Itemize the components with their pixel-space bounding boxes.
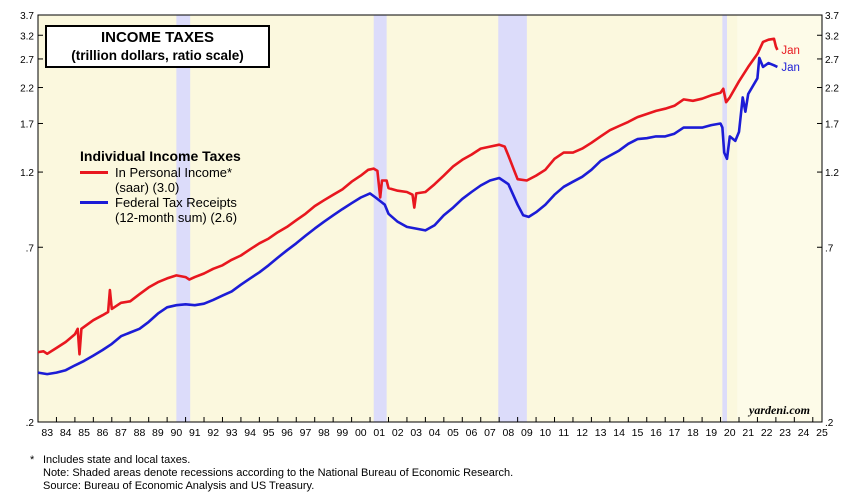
x-tick-label: 91	[189, 427, 201, 439]
x-tick-label: 01	[373, 427, 385, 439]
y-tick-label-left: 2.2	[20, 84, 34, 95]
plot-background	[38, 15, 822, 422]
recession-bands	[176, 15, 727, 422]
x-tick-label: 14	[613, 427, 625, 439]
x-tick-label: 96	[281, 427, 293, 439]
series-line-0	[37, 37, 779, 356]
y-tick-label-right: 1.7	[825, 119, 839, 130]
x-tick-label: 03	[410, 427, 422, 439]
legend-label: Federal Tax Receipts	[115, 195, 237, 210]
x-tick-label: 89	[152, 427, 164, 439]
y-tick-label-left: 1.7	[20, 119, 34, 130]
footnote: Note: Shaded areas denote recessions acc…	[43, 467, 514, 479]
x-tick-label: 98	[318, 427, 330, 439]
y-tick-label-right: 2.2	[825, 84, 839, 95]
footnotes: * Includes state and local taxes. Note: S…	[30, 454, 513, 493]
x-tick-label: 13	[595, 427, 607, 439]
x-tick-label: 17	[669, 427, 681, 439]
x-tick-label: 97	[300, 427, 312, 439]
y-tick-label-right: .2	[825, 418, 834, 429]
legend-label-sub: (saar) (3.0)	[115, 180, 180, 195]
x-tick-label: 84	[60, 427, 72, 439]
x-tick-label: 18	[687, 427, 699, 439]
y-tick-label-left: .7	[26, 243, 35, 254]
y-tick-label-right: 2.7	[825, 55, 839, 66]
plot-border	[37, 14, 823, 423]
watermark-text: yardeni.com	[747, 403, 810, 417]
x-tick-label: 06	[466, 427, 478, 439]
x-tick-label: 93	[226, 427, 238, 439]
x-tick-label: 02	[392, 427, 404, 439]
x-tick-label: 92	[207, 427, 219, 439]
legend-item-personal-income: In Personal Income* (saar) (3.0)	[80, 165, 241, 195]
legend-title: Individual Income Taxes	[80, 148, 241, 164]
y-tick-label-left: 3.2	[20, 31, 34, 42]
recession-band	[373, 15, 387, 422]
legend-label-sub: (12-month sum) (2.6)	[115, 210, 238, 225]
legend: Individual Income Taxes In Personal Inco…	[80, 148, 241, 225]
y-tick-label-right: 3.7	[825, 11, 839, 22]
x-tick-label: 95	[263, 427, 275, 439]
recession-band	[498, 15, 527, 422]
x-tick-label: 94	[244, 427, 256, 439]
recession-band	[176, 15, 191, 422]
recession-band	[722, 15, 727, 422]
x-tick-label: 87	[115, 427, 127, 439]
x-tick-label: 08	[503, 427, 515, 439]
x-tick-label: 19	[705, 427, 717, 439]
x-tick-label: 16	[650, 427, 662, 439]
x-tick-label: 99	[337, 427, 349, 439]
legend-item-federal-receipts: Federal Tax Receipts (12-month sum) (2.6…	[80, 195, 241, 225]
x-tick-label: 15	[632, 427, 644, 439]
series-line-1	[37, 56, 778, 376]
x-tick-label: 04	[429, 427, 441, 439]
y-tick-label-left: 1.2	[20, 168, 34, 179]
y-tick-label-left: 3.7	[20, 11, 34, 22]
chart-title: INCOME TAXES	[100, 29, 215, 46]
x-axis-ticks: 83 84 85 86 87 88 89 90 91 92 93 94 95 96 97 98 99 00 01 02…	[41, 417, 828, 439]
series-end-label: Jan	[781, 62, 800, 74]
series-end-label: Jan	[781, 45, 800, 57]
chart-title-box: INCOME TAXES (trillion dollars, ratio sc…	[45, 25, 270, 68]
legend-swatch-blue	[80, 201, 108, 204]
x-tick-label: 83	[41, 427, 53, 439]
chart-subtitle: (trillion dollars, ratio scale)	[71, 48, 244, 63]
x-tick-label: 25	[816, 427, 828, 439]
y-tick-label-right: 3.2	[825, 31, 839, 42]
x-tick-label: 07	[484, 427, 496, 439]
x-tick-label: 24	[798, 427, 810, 439]
x-tick-label: 90	[171, 427, 183, 439]
x-tick-label: 05	[447, 427, 459, 439]
footnote: * Includes state and local taxes.	[30, 454, 191, 466]
legend-swatch-red	[80, 171, 108, 174]
x-tick-label: 23	[779, 427, 791, 439]
y-tick-label-left: .2	[26, 418, 35, 429]
x-tick-label: 88	[134, 427, 146, 439]
x-tick-label: 11	[558, 427, 569, 439]
plot-frame	[37, 14, 823, 423]
y-tick-label-left: 2.7	[20, 55, 34, 66]
x-tick-label: 12	[576, 427, 588, 439]
plot-area-recent	[737, 15, 822, 422]
x-tick-label: 09	[521, 427, 533, 439]
x-tick-label: 00	[355, 427, 367, 439]
legend-label: In Personal Income*	[115, 165, 233, 180]
x-tick-label: 85	[78, 427, 90, 439]
x-tick-label: 86	[97, 427, 109, 439]
footnote: Source: Bureau of Economic Analysis and …	[43, 480, 315, 492]
x-tick-label: 20	[724, 427, 736, 439]
y-tick-label-right: .7	[825, 243, 834, 254]
y-axis-ticks: .2 .2 .7 .7 1.2 1.2 1.7 1.7 2.2 2.2 2.7 2.7 3.2 3.2 3.…	[20, 11, 839, 429]
x-tick-label: 22	[761, 427, 773, 439]
x-tick-label: 21	[742, 427, 754, 439]
x-tick-label: 10	[539, 427, 551, 439]
series-lines: Jan Jan	[37, 37, 800, 376]
plot-area	[38, 15, 822, 422]
y-tick-label-right: 1.2	[825, 168, 839, 179]
